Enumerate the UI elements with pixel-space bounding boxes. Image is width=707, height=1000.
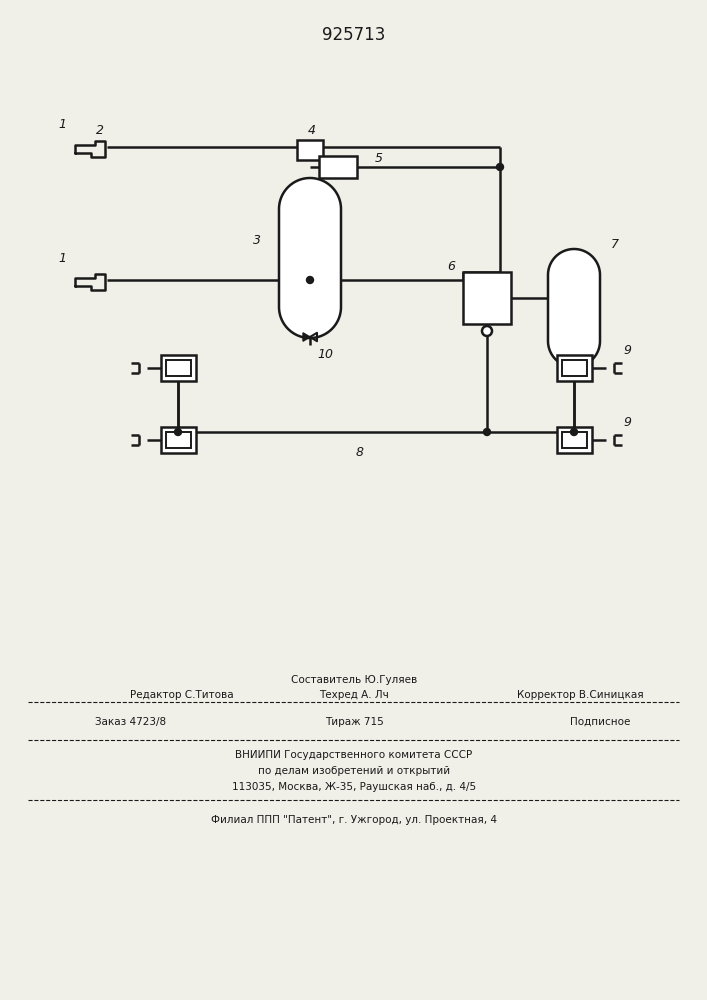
- Circle shape: [307, 276, 313, 284]
- Text: Техред А. Лч: Техред А. Лч: [319, 690, 389, 700]
- Bar: [556, 427, 592, 453]
- Text: Составитель Ю.Гуляев: Составитель Ю.Гуляев: [291, 675, 417, 685]
- Text: Заказ 4723/8: Заказ 4723/8: [95, 717, 166, 727]
- Bar: [165, 360, 190, 376]
- Bar: [319, 156, 357, 178]
- Circle shape: [175, 428, 182, 436]
- Text: 6: 6: [447, 260, 455, 273]
- Bar: [463, 272, 511, 324]
- Text: 9: 9: [623, 416, 631, 428]
- Circle shape: [571, 428, 578, 436]
- Text: ВНИИПИ Государственного комитета СССР: ВНИИПИ Государственного комитета СССР: [235, 750, 472, 760]
- Text: по делам изобретений и открытий: по делам изобретений и открытий: [258, 766, 450, 776]
- Bar: [561, 360, 587, 376]
- Bar: [297, 140, 323, 160]
- Text: Подписное: Подписное: [570, 717, 631, 727]
- Text: 1: 1: [58, 117, 66, 130]
- Text: 8: 8: [356, 446, 364, 458]
- Bar: [160, 355, 196, 381]
- Text: 4: 4: [308, 123, 316, 136]
- Circle shape: [482, 326, 492, 336]
- Polygon shape: [303, 333, 310, 341]
- Circle shape: [484, 428, 491, 436]
- Bar: [165, 432, 190, 448]
- Text: 1: 1: [58, 251, 66, 264]
- Text: 9: 9: [623, 344, 631, 357]
- Polygon shape: [279, 178, 341, 338]
- Bar: [160, 427, 196, 453]
- Text: Тираж 715: Тираж 715: [325, 717, 383, 727]
- Text: 5: 5: [375, 152, 383, 165]
- Text: Филиал ППП "Патент", г. Ужгород, ул. Проектная, 4: Филиал ППП "Патент", г. Ужгород, ул. Про…: [211, 815, 497, 825]
- Text: 925713: 925713: [322, 26, 386, 44]
- Text: 10: 10: [317, 349, 333, 361]
- Text: 2: 2: [96, 123, 104, 136]
- Text: 113035, Москва, Ж-35, Раушская наб., д. 4/5: 113035, Москва, Ж-35, Раушская наб., д. …: [232, 782, 476, 792]
- Bar: [556, 355, 592, 381]
- Text: 7: 7: [611, 237, 619, 250]
- Text: 3: 3: [253, 233, 261, 246]
- Text: Корректор В.Синицкая: Корректор В.Синицкая: [517, 690, 643, 700]
- Text: Редактор С.Титова: Редактор С.Титова: [130, 690, 233, 700]
- Circle shape: [496, 163, 503, 170]
- Polygon shape: [548, 249, 600, 367]
- Bar: [561, 432, 587, 448]
